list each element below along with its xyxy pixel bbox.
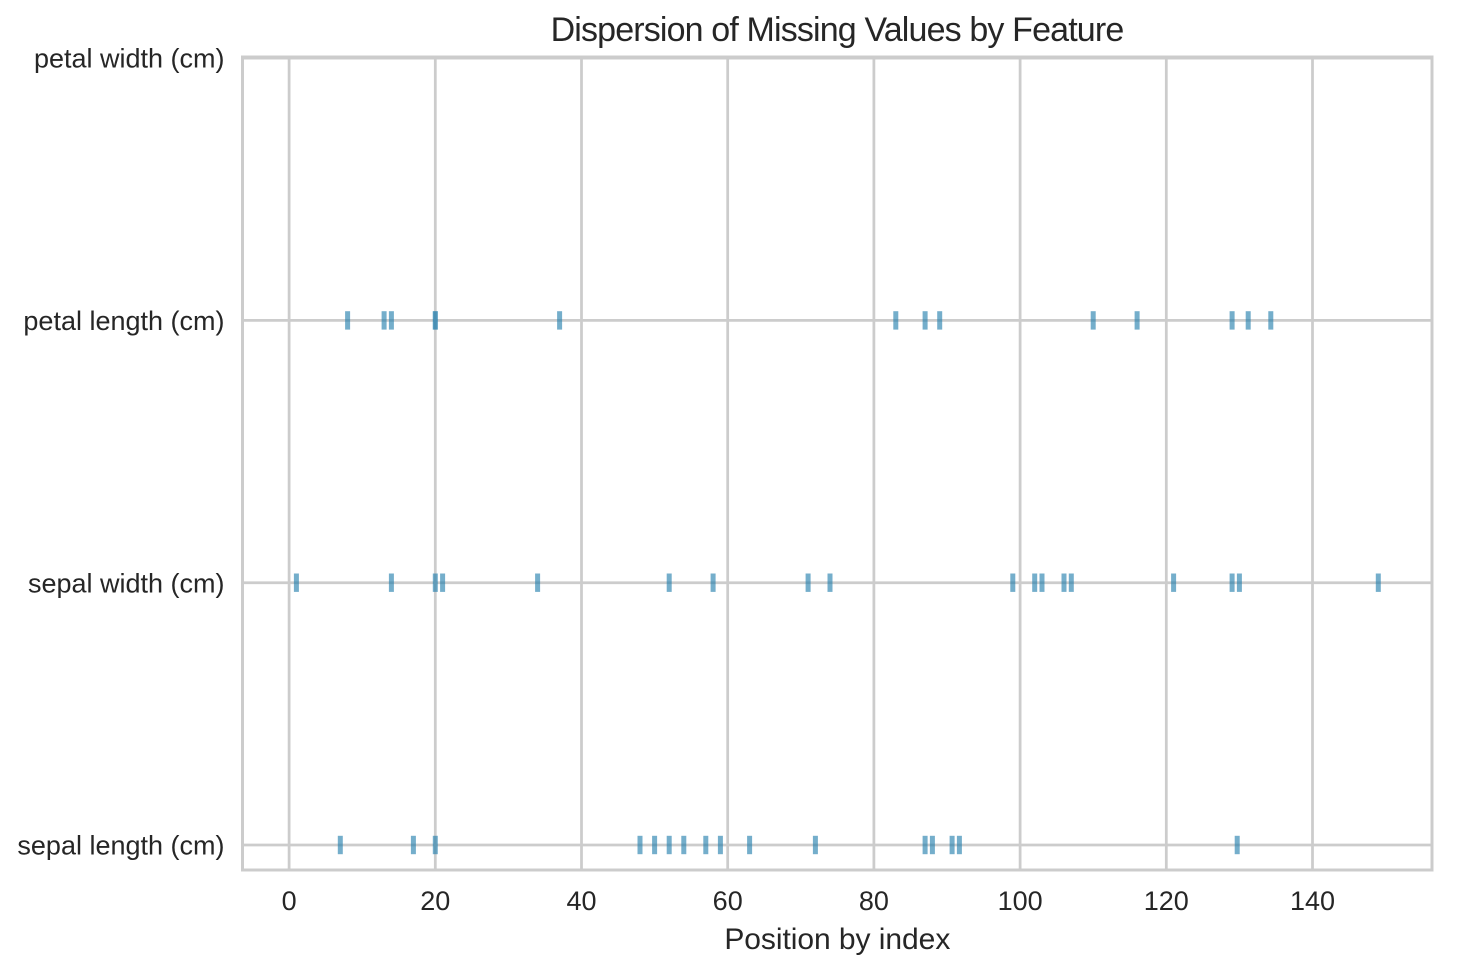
svg-text:140: 140 <box>1290 886 1335 916</box>
svg-text:sepal length (cm): sepal length (cm) <box>17 831 224 861</box>
svg-text:petal length (cm): petal length (cm) <box>23 306 224 336</box>
svg-text:40: 40 <box>566 886 596 916</box>
svg-text:Position by index: Position by index <box>724 923 950 956</box>
svg-text:120: 120 <box>1144 886 1189 916</box>
svg-text:60: 60 <box>713 886 743 916</box>
svg-text:20: 20 <box>420 886 450 916</box>
svg-text:Dispersion of Missing Values b: Dispersion of Missing Values by Feature <box>551 11 1124 49</box>
svg-text:0: 0 <box>282 886 297 916</box>
svg-text:100: 100 <box>998 886 1043 916</box>
svg-text:petal width (cm): petal width (cm) <box>34 44 225 74</box>
svg-text:sepal width (cm): sepal width (cm) <box>28 568 225 598</box>
svg-text:80: 80 <box>859 886 889 916</box>
